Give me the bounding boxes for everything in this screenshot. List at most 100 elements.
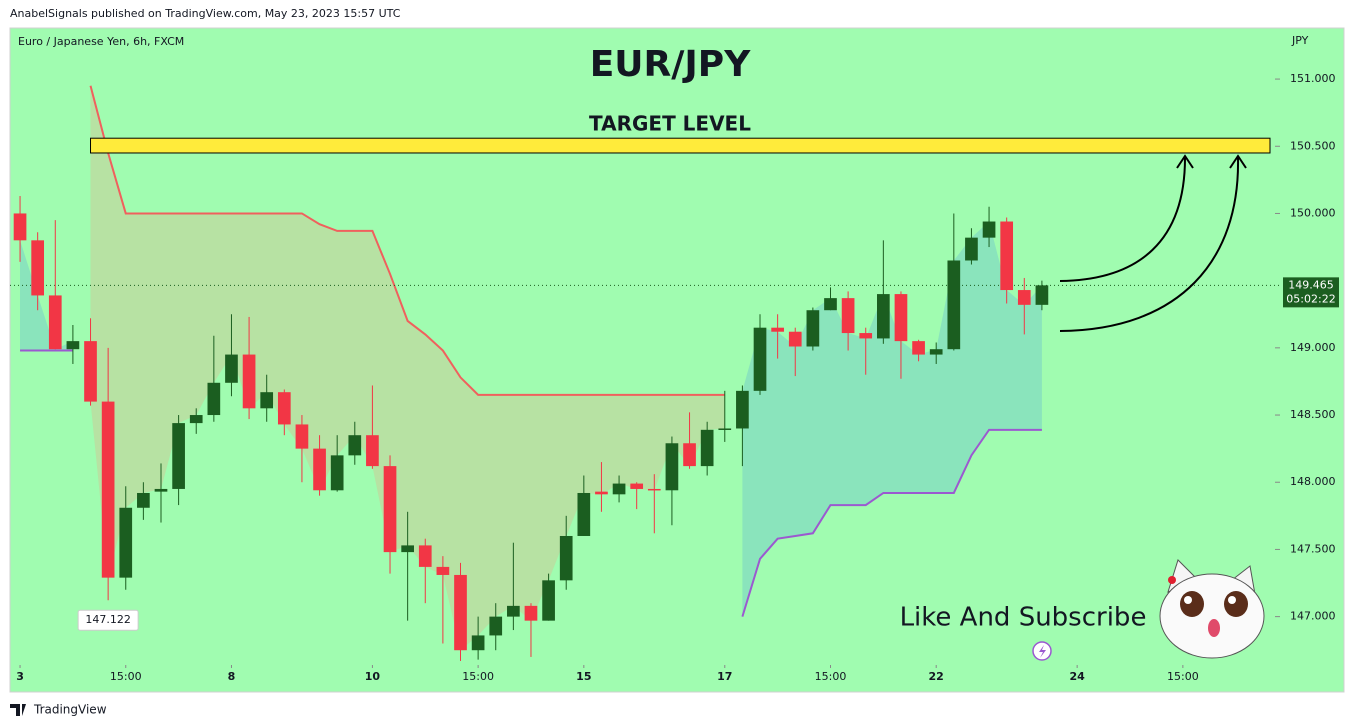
price-tag-value: 149.465 bbox=[1288, 278, 1334, 291]
candle-body bbox=[348, 435, 362, 456]
candle-body bbox=[965, 237, 978, 261]
arrows bbox=[1059, 154, 1247, 332]
x-tick-label: 15:00 bbox=[110, 670, 142, 683]
x-tick-label: 22 bbox=[929, 670, 944, 683]
candle-body bbox=[771, 327, 784, 332]
x-tick-label: 10 bbox=[365, 670, 381, 683]
candle-body bbox=[595, 491, 608, 495]
candle-body bbox=[471, 635, 485, 651]
header: AnabelSignals published on TradingView.c… bbox=[10, 7, 401, 20]
candle-body bbox=[13, 213, 27, 241]
layer: 147.000 147.500 148.000 148.500 149.000 150.0… bbox=[10, 72, 1339, 683]
trend-line bbox=[89, 85, 725, 396]
target-label: TARGET LEVEL bbox=[589, 112, 751, 136]
candle-body bbox=[401, 545, 414, 553]
candle-body bbox=[736, 390, 749, 429]
candle-body bbox=[84, 341, 97, 402]
candle-body bbox=[313, 448, 326, 491]
candle-body bbox=[207, 382, 221, 416]
bolt bbox=[1039, 645, 1046, 658]
candle-body bbox=[454, 574, 467, 651]
candle-body bbox=[225, 354, 238, 383]
candle-body bbox=[260, 392, 274, 409]
candle-body bbox=[366, 435, 379, 467]
candle-body bbox=[1000, 221, 1014, 291]
candle-body bbox=[630, 483, 644, 489]
candle-body bbox=[912, 341, 925, 355]
x-tick-label: 15:00 bbox=[1167, 670, 1199, 683]
low-label-box bbox=[77, 609, 139, 631]
candle-body bbox=[947, 260, 961, 350]
low-label: 147.122 bbox=[85, 613, 131, 626]
candle-body bbox=[189, 415, 203, 424]
candle-body bbox=[31, 240, 45, 296]
mascot bbox=[1159, 559, 1265, 659]
candle-body bbox=[841, 298, 855, 334]
candle-body bbox=[383, 466, 397, 553]
y-tick-label: 150.000 bbox=[1290, 206, 1336, 219]
candle-body bbox=[524, 605, 538, 621]
candle-body bbox=[418, 545, 432, 567]
candle-body bbox=[718, 428, 732, 430]
candle-body bbox=[277, 392, 291, 425]
y-tick-label: 148.500 bbox=[1290, 408, 1336, 421]
trend-line bbox=[20, 349, 1042, 617]
candle-body bbox=[489, 616, 503, 636]
logo bbox=[10, 704, 26, 716]
candle-body bbox=[242, 354, 256, 409]
candle-body bbox=[665, 443, 679, 491]
candle-body bbox=[559, 535, 573, 581]
candle-body bbox=[700, 429, 714, 467]
candle-body bbox=[859, 333, 873, 339]
candle-body bbox=[894, 294, 908, 342]
candle-body bbox=[1017, 290, 1031, 305]
x-tick-label: 15 bbox=[576, 670, 591, 683]
candle-body bbox=[542, 580, 555, 621]
x-tick-label: 8 bbox=[228, 670, 236, 683]
candle-body bbox=[48, 295, 62, 350]
candle-body bbox=[119, 507, 133, 578]
candle-body bbox=[577, 492, 591, 536]
footer: TradingView bbox=[33, 703, 107, 717]
candle-body bbox=[683, 443, 696, 467]
candle-body bbox=[101, 401, 115, 578]
candle-body bbox=[137, 492, 150, 508]
y-tick-label: 148.000 bbox=[1290, 475, 1336, 488]
y-tick-label: 150.500 bbox=[1290, 139, 1336, 152]
trend-fill bbox=[90, 85, 725, 651]
candle-body bbox=[1035, 285, 1049, 305]
x-tick-label: 15:00 bbox=[815, 670, 847, 683]
candle-body bbox=[330, 455, 344, 491]
annotation: Like And Subscribe bbox=[900, 603, 1147, 633]
chart-title: EUR/JPY bbox=[590, 44, 751, 85]
candle-body bbox=[806, 310, 820, 347]
candle-body bbox=[824, 298, 837, 311]
candle-body bbox=[929, 349, 943, 355]
candle-body bbox=[172, 423, 185, 489]
candle-body bbox=[877, 294, 890, 339]
candle-body bbox=[154, 488, 168, 492]
target-box bbox=[90, 137, 1271, 154]
price-tag bbox=[1283, 277, 1339, 308]
y-tick-label: 151.000 bbox=[1290, 72, 1336, 85]
symbol: Euro / Japanese Yen, 6h, FXCM bbox=[18, 35, 184, 48]
candle-body bbox=[647, 488, 661, 491]
candle-body bbox=[436, 566, 450, 575]
y-tick-label: 149.000 bbox=[1290, 341, 1336, 354]
candle-body bbox=[66, 341, 80, 350]
y-tick-label: 147.000 bbox=[1290, 610, 1336, 623]
x-tick-label: 3 bbox=[16, 670, 24, 683]
candle-body bbox=[295, 424, 309, 449]
candle-body bbox=[982, 221, 996, 238]
candle-body bbox=[507, 605, 520, 617]
countdown: 05:02:22 bbox=[1286, 292, 1335, 305]
x-tick-label: 15:00 bbox=[462, 670, 494, 683]
currency: JPY bbox=[1291, 34, 1309, 47]
candle-body bbox=[788, 331, 802, 347]
trend-fill bbox=[20, 240, 73, 351]
candle-body bbox=[612, 483, 626, 495]
candle-body bbox=[753, 327, 767, 391]
y-tick-label: 147.500 bbox=[1290, 542, 1336, 555]
